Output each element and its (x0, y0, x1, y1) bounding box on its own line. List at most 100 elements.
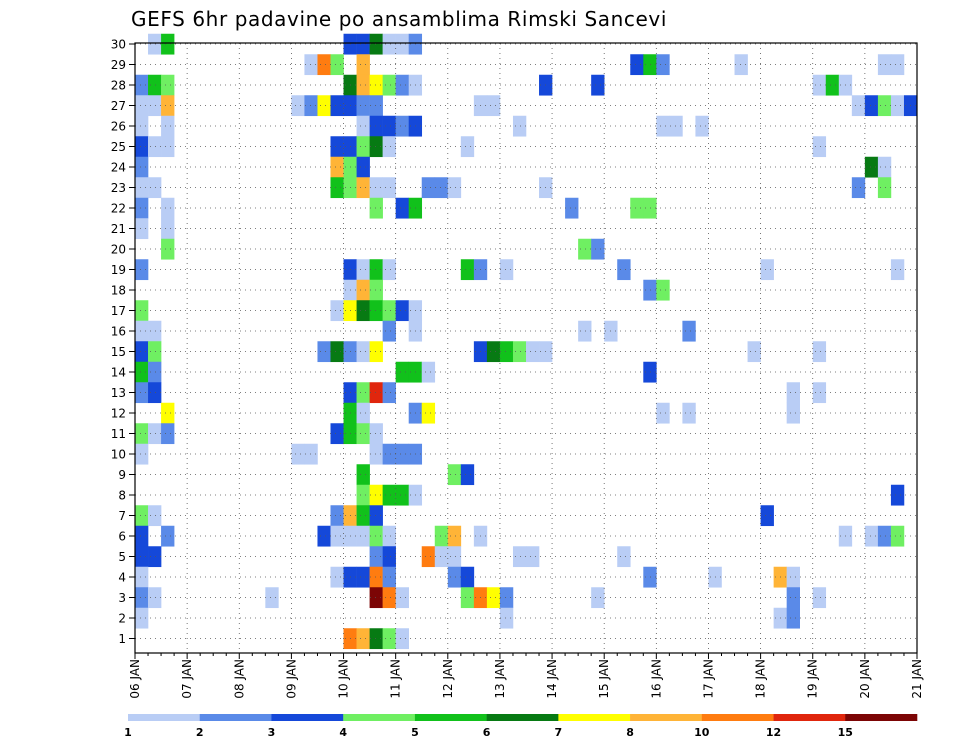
precip-cell (148, 136, 162, 158)
y-tick-label: 19 (111, 263, 126, 277)
precip-cell (395, 33, 409, 55)
precip-cell (135, 300, 149, 322)
precip-cell (148, 74, 162, 96)
x-axis: 06 JAN 07 JAN 08 JAN 09 JAN 10 JAN 11 JAN 12 J… (128, 653, 924, 699)
colorbar-label: 15 (838, 726, 853, 739)
y-tick-label: 29 (111, 58, 126, 72)
y-tick-label: 17 (111, 304, 126, 318)
precip-cell (512, 546, 527, 568)
precip-cell (499, 587, 514, 609)
precip-cell (591, 74, 605, 96)
precip-cell (825, 74, 840, 96)
colorbar-label: 10 (694, 726, 710, 739)
precip-cell (656, 402, 670, 424)
precip-cell (135, 361, 149, 383)
x-tick-label: 19 JAN (806, 659, 820, 699)
precip-cell (890, 95, 905, 117)
precip-cell (330, 300, 344, 322)
precip-cell (356, 402, 370, 424)
precip-cell (356, 300, 370, 322)
x-tick-label: 17 JAN (701, 659, 715, 699)
precip-cell (330, 156, 344, 178)
precip-cell (135, 156, 149, 178)
precip-cell (421, 402, 436, 424)
colorbar-label: 3 (268, 726, 276, 739)
precip-cell (643, 361, 657, 383)
precip-cell (682, 320, 696, 342)
precip-cell (447, 464, 462, 486)
precip-cell (617, 259, 631, 281)
precip-cell (382, 259, 396, 281)
y-tick-label: 7 (118, 509, 126, 523)
precip-cell (356, 279, 370, 301)
precip-cell (304, 95, 318, 117)
precip-cell (382, 33, 396, 55)
precip-cell (382, 382, 396, 404)
precip-cell (617, 546, 631, 568)
precip-cell (356, 484, 370, 506)
precip-cell (356, 382, 370, 404)
precip-cell (877, 156, 892, 178)
precip-cell (161, 402, 175, 424)
precip-cell (135, 74, 149, 96)
precip-cell (317, 54, 331, 76)
precip-cell (369, 423, 383, 445)
precip-cell (356, 74, 370, 96)
precip-cell (656, 115, 670, 137)
precip-cell (499, 607, 514, 629)
colorbar-segment (199, 714, 272, 721)
precip-cell (356, 628, 370, 650)
precip-cell (486, 95, 501, 117)
precip-cell (499, 341, 514, 363)
y-tick-label: 23 (111, 181, 126, 195)
precip-cell (447, 546, 462, 568)
y-tick-label: 4 (118, 571, 126, 585)
y-tick-label: 2 (118, 612, 126, 626)
colorbar: 1 2 3 4 5 6 7 8 10 12 15 (124, 714, 918, 739)
precip-cell (330, 95, 344, 117)
precip-cell (760, 505, 774, 527)
precip-cell (330, 423, 344, 445)
precip-cell (369, 95, 383, 117)
colorbar-segment (558, 714, 631, 721)
precip-cell (369, 300, 383, 322)
precip-cell (135, 177, 149, 199)
y-axis: 1234567891011121314151617181920212223242… (111, 38, 135, 646)
precip-cell (526, 546, 540, 568)
precip-cell (591, 238, 605, 260)
precip-cell (135, 115, 149, 137)
precip-cell (512, 341, 527, 363)
precip-cell (135, 587, 149, 609)
precip-cell (330, 177, 344, 199)
precip-cell (812, 587, 827, 609)
precip-cell (135, 320, 149, 342)
colorbar-label: 5 (411, 726, 419, 739)
precip-cell (161, 74, 175, 96)
precip-cell (148, 177, 162, 199)
precip-cell (330, 505, 344, 527)
precip-cell (499, 259, 514, 281)
precip-cell (434, 525, 449, 547)
precip-cell (148, 423, 162, 445)
y-tick-label: 11 (111, 427, 126, 441)
precip-cell (421, 361, 436, 383)
precip-cell (447, 177, 462, 199)
precip-cell (460, 464, 475, 486)
precip-cell (369, 505, 383, 527)
precip-cell (135, 525, 149, 547)
y-tick-label: 14 (111, 366, 126, 380)
precip-cell (512, 115, 527, 137)
grid-layer (135, 43, 917, 653)
precip-cell (356, 566, 370, 588)
precip-cell (161, 115, 175, 137)
precip-cell (356, 525, 370, 547)
precip-cell (369, 197, 383, 219)
precip-cell (369, 587, 383, 609)
precip-cell (460, 587, 475, 609)
x-tick-label: 21 JAN (910, 659, 924, 699)
precip-cell (786, 402, 800, 424)
precip-cell (526, 341, 540, 363)
precip-cell (421, 177, 436, 199)
precip-cell (356, 54, 370, 76)
